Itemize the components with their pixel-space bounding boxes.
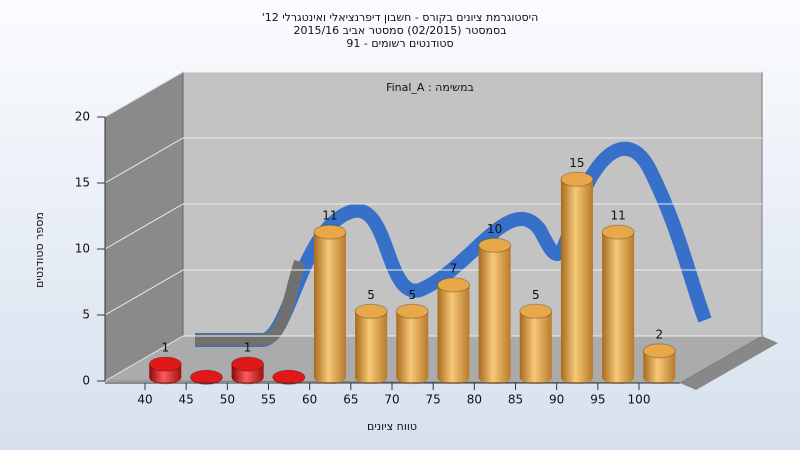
x-tick-label: 60 (302, 393, 317, 407)
bar-base (396, 370, 429, 385)
bar-top (272, 369, 306, 385)
bar-base (519, 370, 552, 385)
bar-body (355, 311, 388, 378)
bar-body (313, 232, 346, 378)
bar-body (437, 284, 470, 378)
bar-top (189, 369, 223, 385)
trend-ribbon (195, 141, 712, 347)
value-label: 11 (322, 209, 337, 223)
x-tick-label: 45 (179, 393, 194, 407)
y-tick-label: 0 (82, 374, 90, 388)
x-tick-label: 70 (384, 393, 399, 407)
bar-top (313, 224, 347, 240)
y-tick-label: 15 (75, 176, 90, 190)
bar-top (560, 171, 594, 187)
y-axis-label: מספר סטודנטים (33, 212, 46, 288)
value-label: 11 (610, 209, 625, 223)
value-label: 2 (655, 327, 663, 341)
bar-top (478, 237, 512, 253)
bar-top (231, 356, 265, 372)
value-label: 5 (532, 288, 540, 302)
bar-base (602, 370, 635, 385)
bar-base (560, 370, 593, 385)
title-line: היסטוגרמת ציונים בקורס - חשבון דיפרנציאל… (262, 11, 539, 24)
x-tick-label: 75 (426, 393, 441, 407)
bar-top (436, 277, 470, 293)
x-tick-label: 100 (628, 393, 651, 407)
y-tick-label: 10 (75, 242, 90, 256)
bar-base (478, 370, 511, 385)
trend-ribbon-shadow (195, 259, 306, 346)
bar-base (231, 370, 264, 385)
bar-top (601, 224, 635, 240)
x-tick-label: 40 (137, 393, 152, 407)
y-tick-label: 5 (82, 308, 90, 322)
bar-body (560, 179, 593, 378)
x-tick-label: 50 (220, 393, 235, 407)
bar-top (642, 343, 676, 359)
bar-top (148, 356, 182, 372)
grid-line (104, 137, 762, 184)
title-line: סטודנטים רשומים - 91 (346, 37, 453, 50)
bar-base (313, 370, 346, 385)
value-label: 5 (408, 288, 416, 302)
bar-top (395, 303, 429, 319)
bar-base (643, 370, 676, 385)
bar-base (355, 370, 388, 385)
value-label: 5 (367, 288, 375, 302)
y-tick-label: 20 (75, 110, 90, 124)
value-label: 15 (569, 156, 584, 170)
x-tick-label: 55 (261, 393, 276, 407)
bar-base (149, 370, 182, 385)
bar-body (602, 232, 635, 378)
x-tick-label: 90 (549, 393, 564, 407)
grid-line (104, 71, 762, 118)
bar-body (519, 311, 552, 378)
x-tick-label: 95 (590, 393, 605, 407)
x-tick-label: 85 (508, 393, 523, 407)
subtitle: במשימה : Final_A (386, 81, 474, 94)
x-axis-label: טווח ציונים (367, 420, 417, 433)
x-tick-label: 65 (343, 393, 358, 407)
bar-base (437, 370, 470, 385)
bar-top (519, 303, 553, 319)
value-label: 1 (244, 341, 252, 355)
x-tick-label: 80 (467, 393, 482, 407)
floor-edge (680, 336, 778, 390)
bar-body (478, 245, 511, 378)
title-line: בסמסטר (02/2015) סמסטר אביב 2015/16 (293, 24, 506, 37)
bar-top (354, 303, 388, 319)
value-label: 10 (487, 222, 502, 236)
bar-body (396, 311, 429, 378)
value-label: 7 (450, 261, 458, 275)
value-label: 1 (161, 341, 169, 355)
